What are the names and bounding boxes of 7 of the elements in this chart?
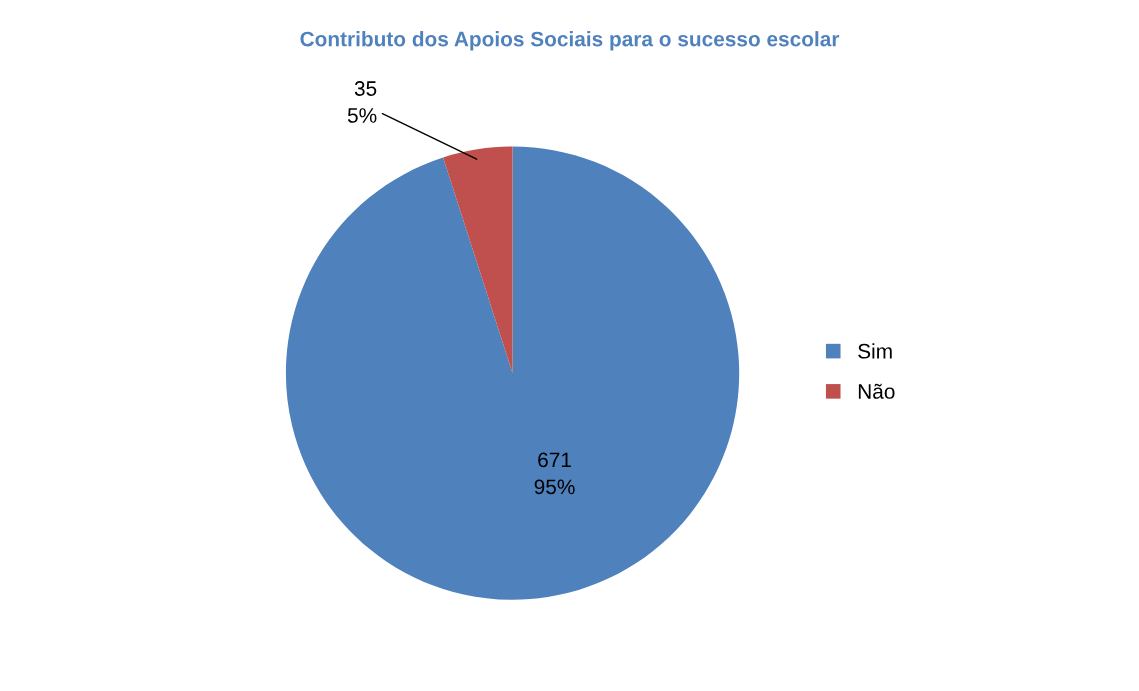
pie-slice xyxy=(443,146,513,374)
legend-label: Sim xyxy=(858,343,892,359)
data-label: 671 95% xyxy=(534,452,575,495)
legend-label: Não xyxy=(858,383,895,399)
pie-slice xyxy=(285,146,740,600)
chart-title: Contributo dos Apoios Sociais para o sucesso escolar xyxy=(300,31,840,51)
data-label: 35 5% xyxy=(347,81,377,123)
